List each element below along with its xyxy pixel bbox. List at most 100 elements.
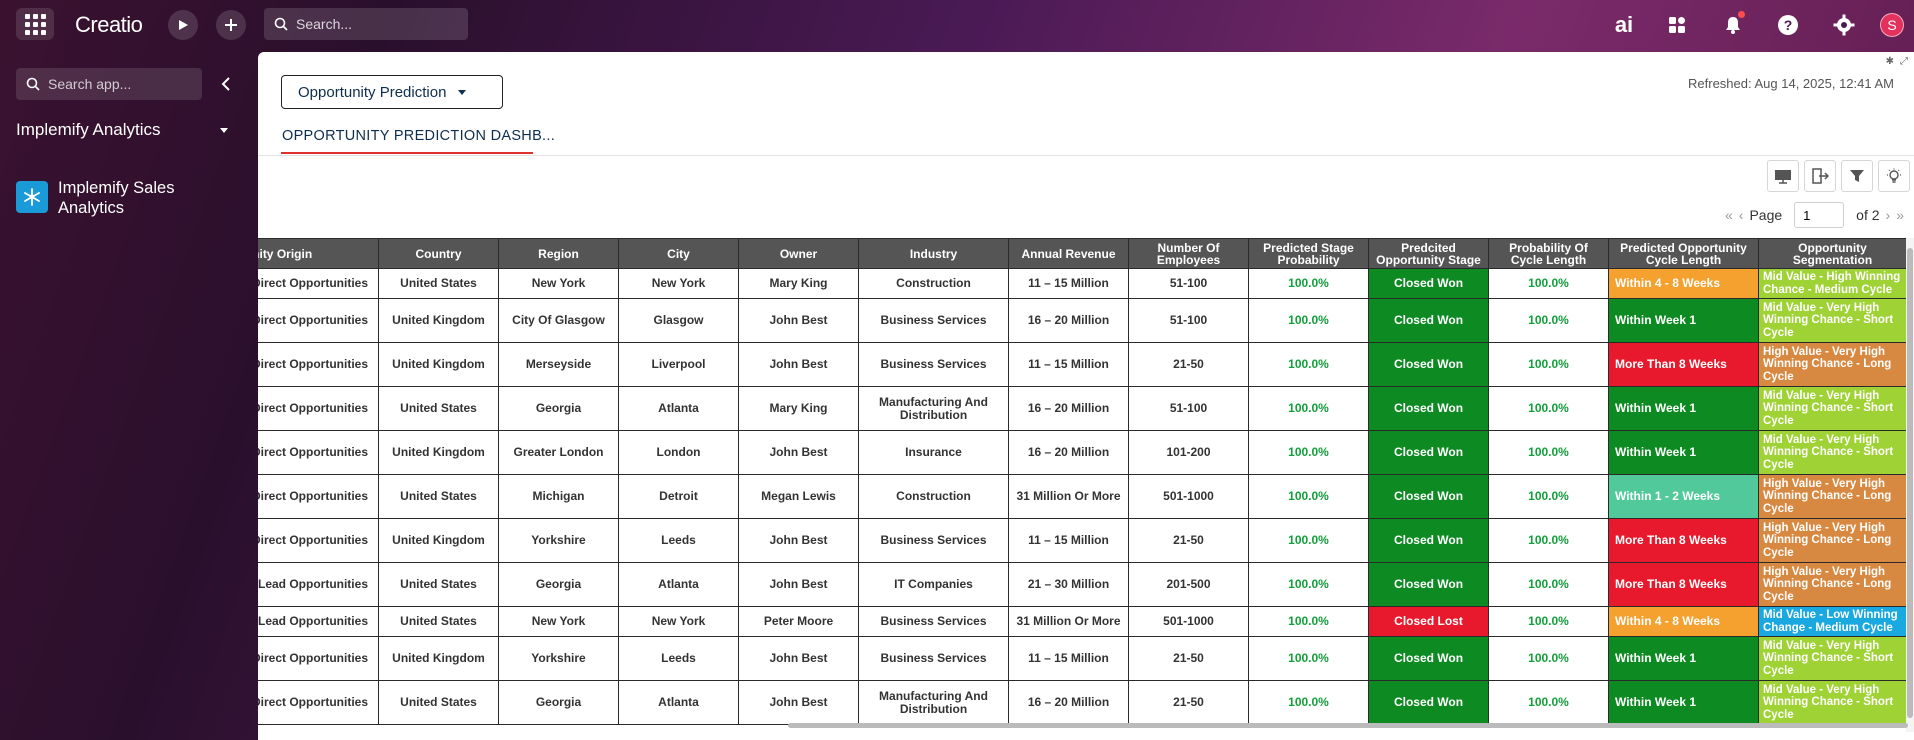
first-page-icon[interactable]: « — [1725, 207, 1733, 223]
cell-origin: Direct Opportunities — [258, 342, 379, 387]
page-number-input[interactable] — [1794, 202, 1845, 228]
table-row[interactable]: Direct Opportunities United States New Yor… — [258, 268, 1906, 299]
insights-button[interactable] — [1878, 160, 1910, 192]
cell-employees: 51-100 — [1128, 386, 1249, 431]
prediction-table-container[interactable]: Opportunity OriginCountryRegionCityOwner… — [258, 238, 1906, 732]
presentation-icon — [1775, 170, 1791, 184]
cell-origin: Direct Opportunities — [258, 474, 379, 519]
column-header[interactable]: Predicted Stage Probability — [1248, 238, 1369, 269]
chevron-down-icon[interactable] — [220, 128, 228, 133]
cell-cycle: Within Week 1 — [1608, 298, 1759, 343]
table-row[interactable]: Direct Opportunities United Kingdom Greate… — [258, 430, 1906, 475]
dashboard-toolbar — [1767, 160, 1910, 192]
cell-cycle-prob: 100.0% — [1488, 474, 1609, 519]
cell-owner: John Best — [738, 562, 859, 607]
global-search[interactable] — [264, 8, 468, 40]
table-row[interactable]: Direct Opportunities United States Georgia… — [258, 386, 1906, 431]
cell-owner: John Best — [738, 298, 859, 343]
cell-country: United Kingdom — [378, 518, 499, 563]
dashboard-selector[interactable]: Opportunity Prediction — [281, 75, 503, 109]
search-icon — [274, 17, 288, 31]
cell-cycle: Within 4 - 8 Weeks — [1608, 268, 1759, 299]
cell-cycle: More Than 8 Weeks — [1608, 562, 1759, 607]
settings-small-icon[interactable]: ✱ — [1885, 56, 1894, 67]
column-header[interactable]: Owner — [738, 238, 859, 269]
table-row[interactable]: Direct Opportunities United Kingdom Mersey… — [258, 342, 1906, 387]
cell-stage-prob: 100.0% — [1248, 636, 1369, 681]
cell-owner: Peter Moore — [738, 606, 859, 637]
cell-city: Leeds — [618, 636, 739, 681]
vertical-scroll-thumb[interactable] — [1907, 248, 1913, 718]
tab-opportunity-prediction-dashboard[interactable]: OPPORTUNITY PREDICTION DASHB... — [282, 128, 556, 144]
table-row[interactable]: Direct Opportunities United Kingdom Yorksh… — [258, 518, 1906, 563]
cell-cycle-prob: 100.0% — [1488, 636, 1609, 681]
cell-country: United States — [378, 268, 499, 299]
cell-owner: John Best — [738, 680, 859, 725]
column-header[interactable]: Number Of Employees — [1128, 238, 1249, 269]
cell-revenue: 16 – 20 Million — [1008, 386, 1129, 431]
workspace-title[interactable]: Implemify Analytics — [16, 120, 161, 139]
column-header[interactable]: Probability Of Cycle Length — [1488, 238, 1609, 269]
ai-icon[interactable]: ai — [1614, 12, 1634, 37]
table-row[interactable]: Lead Opportunities United States Georgia At… — [258, 562, 1906, 607]
cell-revenue: 11 – 15 Million — [1008, 518, 1129, 563]
cell-city: Atlanta — [618, 562, 739, 607]
horizontal-scroll-thumb[interactable] — [788, 723, 1908, 728]
table-row[interactable]: Direct Opportunities United Kingdom Yorksh… — [258, 636, 1906, 681]
cell-stage: Closed Won — [1368, 518, 1489, 563]
apps-grid-button[interactable] — [16, 8, 54, 40]
cell-segment: High Value - Very High Winning Chance - … — [1758, 562, 1906, 607]
cell-revenue: 16 – 20 Million — [1008, 430, 1129, 475]
cell-origin: Lead Opportunities — [258, 606, 379, 637]
table-row[interactable]: Direct Opportunities United Kingdom City O… — [258, 298, 1906, 343]
column-header[interactable]: Opportunity Segmentation — [1758, 238, 1906, 269]
creatio-logo[interactable]: Creatio — [75, 12, 143, 37]
cell-region: New York — [498, 268, 619, 299]
collapse-sidebar-button[interactable] — [216, 72, 236, 96]
cell-owner: John Best — [738, 342, 859, 387]
chevron-down-icon — [458, 89, 467, 95]
active-tab-indicator — [281, 152, 533, 154]
cell-region: Yorkshire — [498, 636, 619, 681]
column-header[interactable]: Opportunity Origin — [258, 238, 379, 269]
table-row[interactable]: Direct Opportunities United States Georgia… — [258, 680, 1906, 725]
app-search[interactable] — [16, 68, 202, 100]
cell-revenue: 21 – 30 Million — [1008, 562, 1129, 607]
avatar[interactable]: S — [1880, 13, 1904, 37]
search-icon — [26, 77, 40, 91]
cell-industry: Construction — [858, 474, 1009, 519]
export-button[interactable] — [1804, 160, 1836, 192]
app-label-line1: Implemify Sales — [58, 179, 175, 197]
column-header[interactable]: Industry — [858, 238, 1009, 269]
last-page-icon[interactable]: » — [1896, 207, 1904, 223]
app-search-input[interactable] — [48, 76, 188, 92]
cell-cycle: Within 4 - 8 Weeks — [1608, 606, 1759, 637]
widgets-icon[interactable] — [1664, 12, 1690, 38]
table-row[interactable]: Direct Opportunities United States Michiga… — [258, 474, 1906, 519]
bell-icon[interactable] — [1720, 11, 1746, 38]
cell-stage-prob: 100.0% — [1248, 430, 1369, 475]
cell-employees: 21-50 — [1128, 680, 1249, 725]
cell-country: United States — [378, 606, 499, 637]
add-button[interactable] — [216, 10, 246, 40]
cell-segment: High Value - Very High Winning Chance - … — [1758, 342, 1906, 387]
gear-icon[interactable] — [1831, 12, 1857, 38]
global-search-input[interactable] — [296, 16, 456, 32]
column-header[interactable]: City — [618, 238, 739, 269]
column-header[interactable]: Predicted Opportunity Cycle Length — [1608, 238, 1759, 269]
column-header[interactable]: Annual Revenue — [1008, 238, 1129, 269]
next-page-icon[interactable]: › — [1885, 207, 1891, 223]
table-row[interactable]: Lead Opportunities United States New York N… — [258, 606, 1906, 637]
filter-button[interactable] — [1841, 160, 1873, 192]
column-header[interactable]: Country — [378, 238, 499, 269]
presentation-button[interactable] — [1767, 160, 1799, 192]
column-header[interactable]: Region — [498, 238, 619, 269]
expand-icon[interactable]: ⤢ — [1900, 56, 1908, 67]
column-header[interactable]: Predcited Opportunity Stage — [1368, 238, 1489, 269]
prev-page-icon[interactable]: ‹ — [1738, 207, 1744, 223]
cell-cycle-prob: 100.0% — [1488, 562, 1609, 607]
sidebar-item-implemify-sales-analytics[interactable]: Implemify Sales Analytics — [16, 178, 236, 222]
help-icon[interactable]: ? — [1775, 12, 1801, 38]
run-process-button[interactable] — [168, 10, 198, 40]
tab-divider — [258, 155, 1914, 156]
